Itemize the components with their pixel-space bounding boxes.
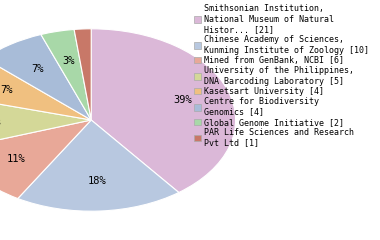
Wedge shape [0, 120, 91, 198]
Wedge shape [18, 120, 179, 211]
Wedge shape [74, 29, 91, 120]
Wedge shape [41, 30, 91, 120]
Text: 18%: 18% [87, 176, 106, 186]
Wedge shape [0, 35, 91, 120]
Text: 39%: 39% [174, 96, 192, 105]
Text: 3%: 3% [62, 56, 75, 66]
Wedge shape [0, 96, 91, 149]
Text: 11%: 11% [7, 154, 25, 163]
Legend: Smithsonian Institution,
National Museum of Natural
Histor... [21], Chinese Acad: Smithsonian Institution, National Museum… [194, 4, 369, 147]
Text: 7%: 7% [31, 64, 43, 74]
Text: 7%: 7% [0, 85, 13, 96]
Wedge shape [0, 59, 91, 120]
Wedge shape [91, 29, 236, 192]
Text: 9%: 9% [0, 117, 1, 127]
